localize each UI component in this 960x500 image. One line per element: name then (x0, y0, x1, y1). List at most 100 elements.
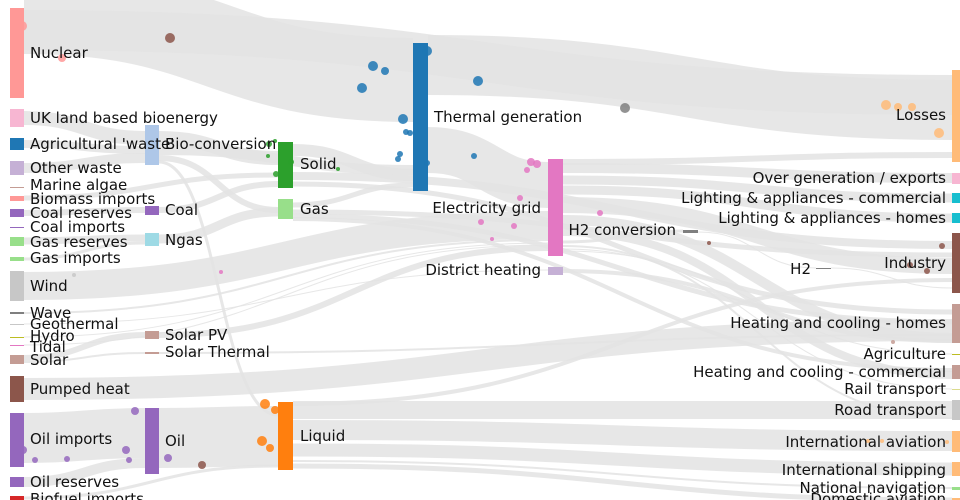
node-solar[interactable] (10, 355, 24, 364)
node-label-heating-cooling-commercial: Heating and cooling - commercial (693, 363, 946, 381)
node-label-road-transport: Road transport (834, 401, 946, 419)
node-other-waste[interactable] (10, 161, 24, 175)
flow-link-geothermal-to-district-heating (23, 269, 549, 325)
node-label-rail-transport: Rail transport (844, 380, 946, 398)
flow-particle (165, 33, 175, 43)
node-agriculture[interactable] (952, 354, 960, 355)
flow-link-thermal-generation-to-losses (427, 35, 953, 140)
node-electricity-grid[interactable] (548, 159, 563, 256)
flow-particle (164, 454, 172, 462)
node-label-agriculture: Agriculture (864, 345, 947, 363)
node-road-transport[interactable] (952, 400, 960, 420)
node-gas-reserves[interactable] (10, 237, 24, 246)
flow-particle (939, 243, 945, 249)
node-coal-reserves[interactable] (10, 209, 24, 217)
node-district-heating[interactable] (548, 267, 563, 275)
node-label-national-navigation: National navigation (800, 479, 946, 497)
flow-link-solar-to-solar-pv (23, 332, 146, 361)
node-agricultural-waste[interactable] (10, 138, 24, 150)
node-heating-cooling-homes[interactable] (952, 304, 960, 343)
node-h2-conversion[interactable] (683, 230, 698, 233)
node-thermal-generation[interactable] (413, 43, 428, 191)
node-lighting-appliances-commercial[interactable] (952, 193, 960, 203)
node-label-industry: Industry (884, 254, 946, 272)
node-biofuel-imports[interactable] (10, 496, 24, 500)
flow-particle (866, 439, 870, 443)
node-label-nuclear: Nuclear (30, 44, 89, 62)
node-national-navigation[interactable] (952, 487, 960, 490)
node-coal[interactable] (145, 206, 159, 215)
node-label-solar-thermal: Solar Thermal (165, 343, 270, 361)
flow-nodes (10, 8, 960, 500)
node-international-aviation[interactable] (952, 431, 960, 452)
node-lighting-appliances-homes[interactable] (952, 213, 960, 223)
flow-particle (533, 160, 541, 168)
node-label-oil-imports: Oil imports (30, 430, 112, 448)
node-pumped-heat[interactable] (10, 376, 24, 402)
node-oil-reserves[interactable] (10, 477, 24, 487)
node-liquid[interactable] (278, 402, 293, 470)
flow-particle (524, 167, 530, 173)
flow-particle (490, 237, 494, 241)
node-ngas[interactable] (145, 233, 159, 246)
node-gas-imports[interactable] (10, 257, 24, 261)
flow-particle (907, 262, 913, 268)
node-heating-cooling-commercial[interactable] (952, 365, 960, 379)
node-label-oil: Oil (165, 432, 185, 450)
flow-particle (924, 268, 930, 274)
node-hydro[interactable] (10, 337, 24, 338)
flow-link-thermal-generation-to-electricity-grid (427, 127, 549, 208)
node-label-solar-pv: Solar PV (165, 326, 228, 344)
flow-link-electricity-grid-to-lighting-appliances-commercial (562, 175, 953, 203)
flow-particle (58, 54, 66, 62)
node-losses[interactable] (952, 70, 960, 162)
node-label-bio-conversion: Bio-conversion (165, 135, 276, 153)
node-rail-transport[interactable] (952, 389, 960, 390)
node-gas[interactable] (278, 199, 293, 219)
node-bio-conversion[interactable] (145, 125, 159, 165)
node-solar-thermal[interactable] (145, 352, 159, 354)
node-domestic-aviation[interactable] (952, 498, 960, 500)
node-uk-land-based-bioenergy[interactable] (10, 109, 24, 127)
flow-link-electricity-grid-to-industry (562, 197, 953, 274)
node-over-generation-exports[interactable] (952, 173, 960, 184)
flow-link-liquid-to-national-navigation (292, 460, 953, 489)
flow-particle (880, 439, 884, 443)
flow-link-uk-land-based-bioenergy-to-bio-conversion (23, 111, 146, 145)
node-h2[interactable] (816, 268, 831, 269)
node-international-shipping[interactable] (952, 462, 960, 476)
node-tidal[interactable] (10, 345, 24, 346)
flow-particle (908, 103, 916, 111)
node-biomass-imports[interactable] (10, 196, 24, 201)
flow-particle (273, 139, 277, 143)
node-label-coal-reserves: Coal reserves (30, 204, 132, 222)
flow-link-liquid-to-industry (292, 278, 953, 406)
node-oil-imports[interactable] (10, 413, 24, 467)
node-label-international-shipping: International shipping (782, 461, 946, 479)
node-wind[interactable] (10, 271, 24, 301)
flow-link-biofuel-imports-to-liquid (23, 464, 279, 500)
flow-link-electricity-grid-to-losses (562, 152, 953, 165)
flow-particle (422, 46, 432, 56)
node-solar-pv[interactable] (145, 331, 159, 339)
flow-particle (257, 436, 267, 446)
flow-link-bio-conversion-to-liquid (158, 160, 279, 417)
node-label-biomass-imports: Biomass imports (30, 190, 155, 208)
flow-link-h2-conversion-to-h2 (697, 231, 817, 269)
node-coal-imports[interactable] (10, 227, 24, 228)
node-label-other-waste: Other waste (30, 159, 122, 177)
flow-link-oil-imports-to-oil (23, 408, 146, 463)
node-solid[interactable] (278, 142, 293, 188)
node-label-oil-reserves: Oil reserves (30, 473, 119, 491)
node-wave[interactable] (10, 312, 24, 314)
flow-link-oil-reserves-to-oil (23, 458, 146, 487)
node-marine-algae[interactable] (10, 187, 24, 188)
node-industry[interactable] (952, 233, 960, 293)
node-label-gas-reserves: Gas reserves (30, 233, 128, 251)
node-label-international-aviation: International aviation (785, 433, 946, 451)
node-geothermal[interactable] (10, 324, 24, 325)
flow-particle (336, 167, 340, 171)
node-oil[interactable] (145, 408, 159, 474)
